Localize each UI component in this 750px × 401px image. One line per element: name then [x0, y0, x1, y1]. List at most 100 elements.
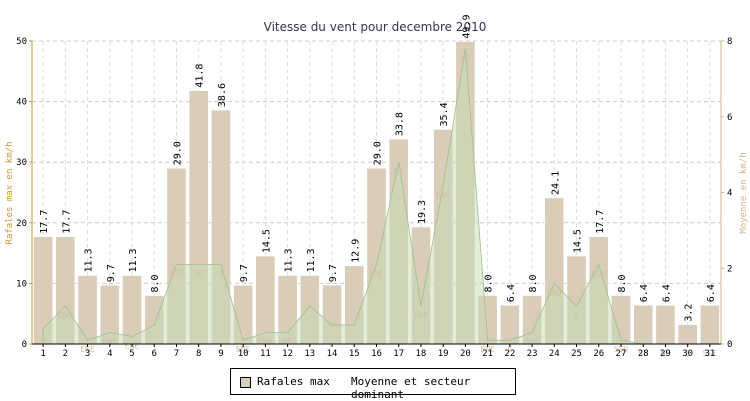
legend: Rafales max Moyenne et secteur dominant [230, 368, 516, 401]
sector-label: SSO [592, 269, 607, 278]
bar-value-label: 8.0 [150, 274, 161, 292]
sector-label: SSE [703, 349, 718, 358]
x-tick-label: 22 [504, 349, 515, 359]
bar-value-label: 6.4 [506, 284, 517, 302]
sector-label: ENE [414, 311, 429, 320]
x-tick-label: 13 [304, 349, 315, 359]
sector-label: ENE [80, 345, 95, 354]
x-tick-label: 24 [549, 349, 560, 359]
x-tick-label: 12 [282, 349, 293, 359]
bar-value-label: 35.4 [439, 102, 450, 126]
bar-value-label: 17.7 [39, 210, 50, 234]
bar-value-label: 6.4 [661, 284, 672, 302]
sector-label: S [219, 269, 224, 278]
bar [677, 324, 698, 345]
x-tick-label: 1 [40, 349, 45, 359]
sector-label: E [507, 345, 512, 354]
y-tick-label: 20 [16, 219, 27, 229]
x-tick-label: 18 [416, 349, 427, 359]
average-area [42, 48, 710, 345]
x-tick-label: 16 [371, 349, 382, 359]
sector-label: NE [661, 349, 671, 358]
sector-label: ENE [58, 311, 73, 320]
x-tick-label: 3 [85, 349, 90, 359]
x-tick-label: 25 [571, 349, 582, 359]
sector-label: SO [194, 269, 204, 278]
bar-value-label: 6.4 [639, 284, 650, 302]
y2-tick-label: 4 [727, 189, 732, 199]
x-tick-label: 2 [63, 349, 68, 359]
x-tick-label: 28 [638, 349, 649, 359]
bar-value-label: 24.1 [550, 171, 561, 195]
bar-value-label: 14.5 [261, 229, 272, 253]
x-tick-label: 30 [682, 349, 693, 359]
y-axis-label-left: Rafales max en km/h [5, 142, 15, 245]
bar [255, 255, 276, 345]
y2-tick-label: 6 [727, 113, 732, 123]
bar-value-label: 38.6 [217, 83, 228, 107]
x-tick-label: 5 [129, 349, 134, 359]
chart-title: Vitesse du vent pour decembre 2010 [264, 20, 487, 34]
x-tick-label: 11 [260, 349, 271, 359]
bar-value-label: 9.7 [328, 264, 339, 282]
sector-label: ENE [236, 345, 251, 354]
sector-label: S [685, 349, 690, 358]
legend-label-bars: Rafales max [257, 375, 330, 388]
x-tick-label: 10 [238, 349, 249, 359]
y-tick-label: 30 [16, 158, 27, 168]
bar-value-label: 29.0 [172, 141, 183, 165]
bar [633, 304, 654, 345]
x-tick-label: 7 [174, 349, 179, 359]
x-tick-label: 9 [218, 349, 223, 359]
y2-tick-label: 0 [727, 340, 732, 350]
bar-value-label: 8.0 [484, 274, 495, 292]
sector-label: SSO [169, 269, 184, 278]
legend-swatch-bars [240, 377, 251, 388]
x-tick-label: 4 [107, 349, 112, 359]
sector-label: NE [394, 167, 404, 176]
bar-value-label: 11.3 [84, 248, 95, 272]
x-tick-label: 14 [327, 349, 338, 359]
sector-label: S [574, 311, 579, 320]
bar [655, 304, 676, 345]
y-tick-label: 0 [22, 340, 27, 350]
bar-value-label: 8.0 [528, 274, 539, 292]
sector-label: ENE [103, 338, 118, 347]
x-tick-label: 23 [527, 349, 538, 359]
x-tick-label: 20 [460, 349, 471, 359]
sector-label: ENE [258, 338, 273, 347]
bar-value-label: 29.0 [373, 141, 384, 165]
bar-value-label: 19.3 [417, 200, 428, 224]
bar-value-label: 12.9 [350, 239, 361, 263]
bar [700, 304, 720, 345]
bar-value-label: 33.8 [395, 112, 406, 136]
sector-label: SSO [614, 345, 629, 354]
sector-label: NE [461, 54, 471, 63]
y-tick-label: 10 [16, 279, 27, 289]
y-tick-label: 50 [16, 37, 27, 47]
sector-label: ENE [480, 345, 495, 354]
sector-label: SSE [525, 338, 540, 347]
bar-value-label: 11.3 [128, 248, 139, 272]
bar-value-label: 3.2 [684, 304, 695, 322]
x-tick-label: 15 [349, 349, 360, 359]
sector-label: SSO [547, 288, 562, 297]
y2-tick-label: 2 [727, 264, 732, 274]
bar-value-label: 41.8 [195, 64, 206, 88]
sector-label: ENE [369, 269, 384, 278]
bar-value-label: 9.7 [106, 264, 117, 282]
bar-value-label: 8.0 [617, 274, 628, 292]
x-tick-label: 8 [196, 349, 201, 359]
bar-value-label: 6.4 [706, 284, 717, 302]
x-tick-label: 31 [704, 349, 715, 359]
x-tick-label: 17 [393, 349, 404, 359]
bar-value-label: 11.3 [306, 248, 317, 272]
bar-value-label: 14.5 [573, 229, 584, 253]
sector-label: ENE [436, 190, 451, 199]
bar-value-label: 17.7 [61, 210, 72, 234]
x-tick-label: 6 [152, 349, 157, 359]
bar-value-label: 17.7 [595, 210, 606, 234]
x-tick-label: 21 [482, 349, 493, 359]
sector-label: NE [283, 338, 293, 347]
x-tick-label: 19 [438, 349, 449, 359]
